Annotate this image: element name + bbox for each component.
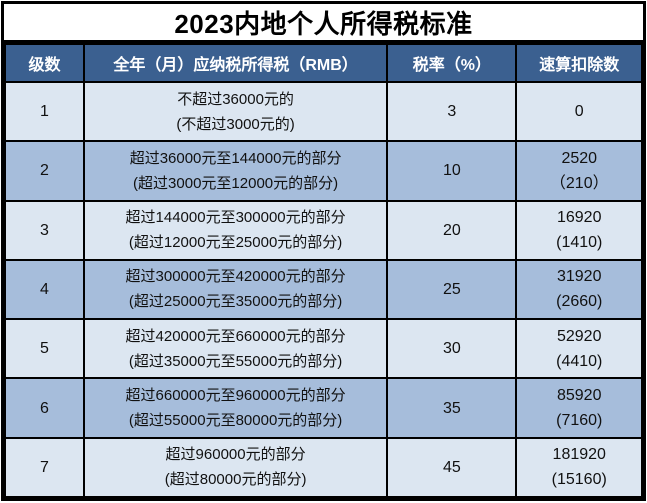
tax-table-header: 级数 全年（月）应纳税所得税（RMB） 税率（%） 速算扣除数 — [4, 43, 643, 83]
income-cell-text: (不超过3000元的) — [176, 115, 295, 133]
level-cell-text: 5 — [40, 340, 49, 358]
income-cell-text: 超过36000元至144000元的部分 — [129, 149, 342, 167]
deduction-cell-text: (2660) — [556, 293, 603, 311]
deduction-cell-text: 52920 — [556, 327, 602, 345]
income-cell-text: (超过80000元的部分) — [164, 471, 307, 489]
income-cell-text: 超过660000元至960000元的部分 — [125, 387, 346, 405]
deduction-cell: 0 — [515, 80, 643, 143]
rate-cell-text: 30 — [442, 340, 461, 358]
deduction-cell-text: 181920 — [552, 446, 606, 464]
table-row: 6 超过660000元至960000元的部分 (超过55000元至80000元的部分… — [4, 377, 643, 439]
col-header-level: 级数 — [4, 43, 85, 83]
rate-cell: 3 — [386, 80, 518, 143]
income-cell-text: 超过960000元的部分 — [165, 446, 306, 464]
deduction-cell: 52920 (4410) — [515, 318, 643, 380]
level-cell: 4 — [4, 258, 85, 321]
level-cell: 1 — [4, 80, 85, 143]
level-cell-text: 7 — [40, 458, 49, 476]
table-row: 1 不超过36000元的 (不超过3000元的) 3 0 — [4, 80, 643, 143]
income-cell-text: (超过35000元至55000元的部分) — [128, 352, 343, 370]
income-cell-text: (超过55000元至80000元的部分) — [128, 412, 343, 430]
col-header-rate: 税率（%） — [386, 43, 518, 83]
col-header-deduction: 速算扣除数 — [515, 43, 643, 83]
rate-cell: 25 — [386, 258, 518, 321]
tax-table: 级数 全年（月）应纳税所得税（RMB） 税率（%） 速算扣除数 1 不超过3600… — [4, 43, 643, 499]
table-row: 7 超过960000元的部分 (超过80000元的部分) 45 181920 (15160… — [4, 436, 643, 499]
page-title: 2023内地个人所得税标准 — [4, 4, 643, 43]
rate-cell-text: 25 — [442, 280, 461, 298]
income-cell-text: (超过25000元至35000元的部分) — [128, 293, 343, 311]
level-cell-text: 2 — [40, 162, 49, 180]
level-cell-text: 3 — [40, 221, 49, 239]
income-cell-text: (超过12000元至25000元的部分) — [128, 234, 343, 252]
income-cell-text: 超过420000元至660000元的部分 — [125, 327, 346, 345]
rate-cell: 45 — [386, 436, 518, 499]
level-cell-text: 6 — [40, 399, 49, 417]
deduction-cell-text: （210） — [549, 174, 609, 192]
deduction-cell: 31920 (2660) — [515, 258, 643, 321]
deduction-cell-text: 2520 — [561, 149, 598, 167]
income-cell-text: 超过144000元至300000元的部分 — [125, 209, 346, 227]
col-header-income: 全年（月）应纳税所得税（RMB） — [82, 43, 389, 83]
deduction-cell-text: 31920 — [556, 268, 602, 286]
deduction-cell-text: (4410) — [556, 352, 603, 370]
tax-table-body: 1 不超过36000元的 (不超过3000元的) 3 0 2 超过36000元至144000… — [4, 80, 643, 499]
income-cell: 超过36000元至144000元的部分 (超过3000元至12000元的部分) — [82, 140, 389, 202]
rate-cell-text: 10 — [442, 162, 461, 180]
level-cell: 2 — [4, 140, 85, 202]
rate-cell: 20 — [386, 199, 518, 261]
deduction-cell-text: 85920 — [556, 387, 602, 405]
rate-cell-text: 45 — [442, 458, 461, 476]
level-cell-text: 1 — [40, 103, 49, 121]
deduction-cell: 181920 (15160) — [515, 436, 643, 499]
level-cell: 7 — [4, 436, 85, 499]
deduction-cell: 16920 (1410) — [515, 199, 643, 261]
income-cell-text: 超过300000元至420000元的部分 — [125, 268, 346, 286]
income-cell: 超过960000元的部分 (超过80000元的部分) — [82, 436, 389, 499]
table-row: 2 超过36000元至144000元的部分 (超过3000元至12000元的部分) 1… — [4, 140, 643, 202]
deduction-cell-text: 0 — [574, 103, 584, 121]
deduction-cell-text: (15160) — [551, 471, 607, 489]
income-cell-text: (超过3000元至12000元的部分) — [133, 174, 339, 192]
income-cell-text: 不超过36000元的 — [177, 90, 294, 108]
rate-cell-text: 20 — [442, 221, 461, 239]
table-row: 4 超过300000元至420000元的部分 (超过25000元至35000元的部分… — [4, 258, 643, 321]
level-cell-text: 4 — [40, 280, 49, 298]
income-cell: 超过144000元至300000元的部分 (超过12000元至25000元的部分) — [82, 199, 389, 261]
income-cell: 超过420000元至660000元的部分 (超过35000元至55000元的部分) — [82, 318, 389, 380]
income-cell: 超过300000元至420000元的部分 (超过25000元至35000元的部分) — [82, 258, 389, 321]
income-cell: 不超过36000元的 (不超过3000元的) — [82, 80, 389, 143]
rate-cell: 10 — [386, 140, 518, 202]
deduction-cell-text: (1410) — [556, 234, 603, 252]
deduction-cell: 85920 (7160) — [515, 377, 643, 439]
deduction-cell-text: 16920 — [556, 209, 602, 227]
level-cell: 3 — [4, 199, 85, 261]
level-cell: 6 — [4, 377, 85, 439]
deduction-cell-text: (7160) — [556, 412, 603, 430]
rate-cell-text: 35 — [442, 399, 461, 417]
level-cell: 5 — [4, 318, 85, 380]
table-row: 3 超过144000元至300000元的部分 (超过12000元至25000元的部分… — [4, 199, 643, 261]
rate-cell: 30 — [386, 318, 518, 380]
table-row: 5 超过420000元至660000元的部分 (超过35000元至55000元的部分… — [4, 318, 643, 380]
deduction-cell: 2520 （210） — [515, 140, 643, 202]
rate-cell: 35 — [386, 377, 518, 439]
rate-cell-text: 3 — [447, 103, 457, 121]
income-cell: 超过660000元至960000元的部分 (超过55000元至80000元的部分) — [82, 377, 389, 439]
